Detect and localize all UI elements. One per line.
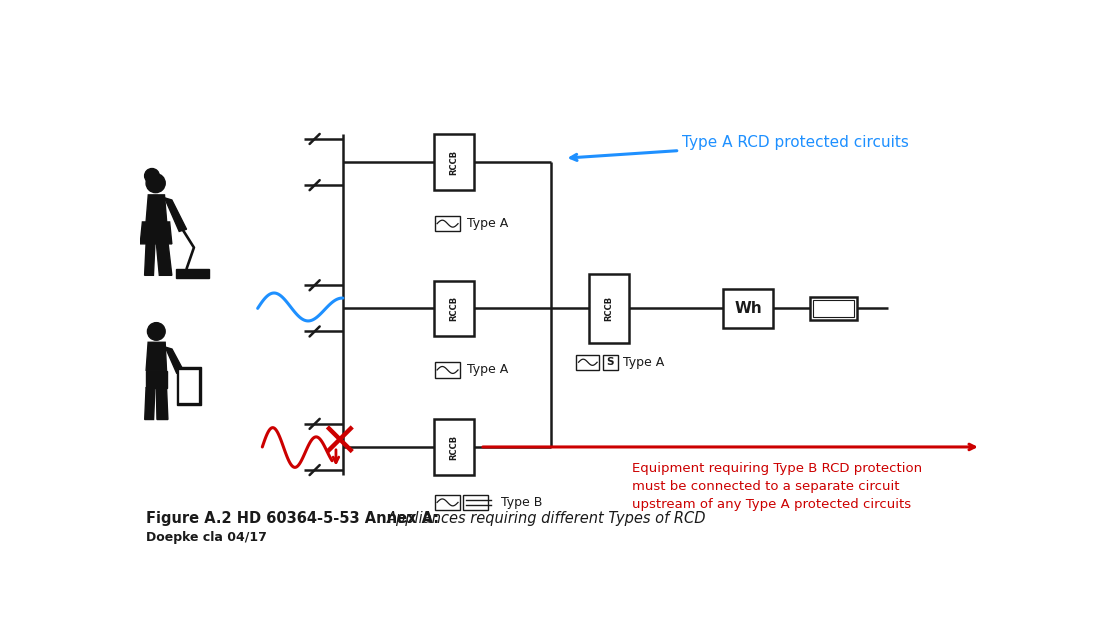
Text: RCCB: RCCB bbox=[449, 150, 459, 175]
Bar bbox=[435, 362, 460, 378]
Circle shape bbox=[147, 174, 166, 193]
Text: Figure A.2 HD 60364-5-53 Annex A:: Figure A.2 HD 60364-5-53 Annex A: bbox=[147, 511, 439, 526]
Text: Doepke cla 04/17: Doepke cla 04/17 bbox=[147, 530, 267, 543]
Polygon shape bbox=[164, 198, 187, 232]
Bar bbox=[433, 280, 474, 336]
Text: Type A RCD protected circuits: Type A RCD protected circuits bbox=[571, 136, 910, 160]
Bar bbox=[576, 355, 600, 370]
Polygon shape bbox=[179, 370, 198, 402]
Text: Type A: Type A bbox=[623, 356, 665, 369]
Bar bbox=[589, 274, 629, 343]
Text: RCCB: RCCB bbox=[449, 435, 459, 459]
Polygon shape bbox=[176, 269, 208, 279]
Polygon shape bbox=[140, 222, 172, 244]
Polygon shape bbox=[166, 347, 184, 373]
Text: S: S bbox=[606, 357, 614, 367]
Bar bbox=[814, 300, 854, 317]
Text: Type B: Type B bbox=[501, 496, 543, 509]
Polygon shape bbox=[144, 244, 154, 275]
Bar bbox=[810, 297, 857, 320]
Text: Wh: Wh bbox=[734, 301, 762, 316]
Bar bbox=[433, 419, 474, 475]
Polygon shape bbox=[147, 195, 167, 222]
Bar bbox=[435, 216, 460, 232]
Text: Type A: Type A bbox=[467, 363, 508, 376]
Bar bbox=[435, 495, 460, 510]
Circle shape bbox=[144, 168, 159, 183]
Polygon shape bbox=[144, 387, 154, 420]
Circle shape bbox=[148, 322, 166, 340]
Bar bbox=[433, 134, 474, 190]
Text: RCCB: RCCB bbox=[449, 296, 459, 321]
Bar bbox=[602, 355, 618, 370]
Polygon shape bbox=[177, 367, 200, 405]
Polygon shape bbox=[147, 371, 167, 387]
Polygon shape bbox=[157, 387, 168, 420]
Text: Type A: Type A bbox=[467, 217, 508, 230]
Text: RCCB: RCCB bbox=[604, 296, 613, 321]
Text: Appliances requiring different Types of RCD: Appliances requiring different Types of … bbox=[386, 511, 706, 526]
Bar bbox=[462, 495, 488, 510]
Polygon shape bbox=[147, 342, 167, 371]
Polygon shape bbox=[157, 244, 172, 275]
Text: Equipment requiring Type B RCD protection
must be connected to a separate circui: Equipment requiring Type B RCD protectio… bbox=[632, 462, 922, 511]
Bar bbox=[723, 289, 773, 327]
